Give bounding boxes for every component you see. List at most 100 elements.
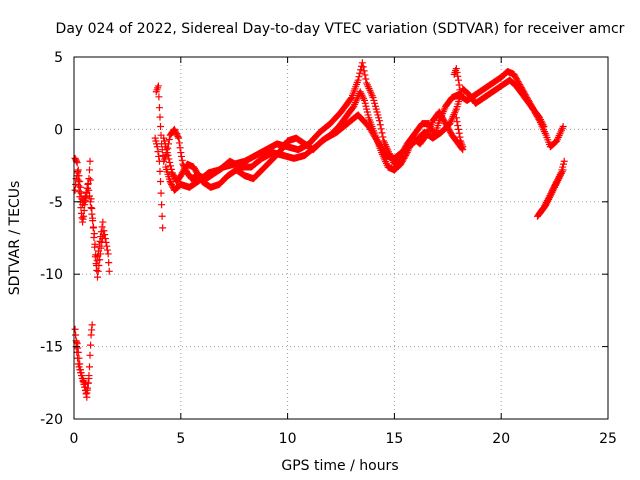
x-tick-label: 15: [385, 431, 403, 447]
data-point: [77, 189, 85, 197]
data-point: [154, 148, 162, 156]
data-point: [452, 65, 460, 73]
data-point: [103, 242, 111, 250]
data-point: [86, 351, 94, 359]
data-point: [85, 186, 93, 194]
data-point: [95, 247, 103, 255]
x-tick-label: 10: [279, 431, 297, 447]
data-point: [454, 76, 462, 84]
data-point: [93, 257, 101, 265]
data-point: [375, 117, 383, 125]
x-tick-label: 0: [70, 431, 79, 447]
data-point: [177, 149, 185, 157]
data-point: [97, 228, 105, 236]
data-point: [455, 81, 463, 89]
y-tick-label: -5: [49, 195, 63, 211]
data-point: [76, 183, 84, 191]
y-tick-label: -10: [40, 267, 63, 283]
y-tick-label: 0: [54, 122, 63, 138]
data-point: [166, 158, 174, 166]
data-point: [94, 252, 102, 260]
data-point: [85, 192, 93, 200]
data-point: [456, 133, 464, 141]
data-point: [559, 123, 567, 131]
data-point: [103, 246, 111, 254]
data-point: [459, 143, 467, 151]
data-point: [174, 133, 182, 141]
data-point: [155, 93, 163, 101]
data-point: [83, 393, 91, 401]
data-point: [105, 267, 113, 275]
data-point: [98, 223, 106, 231]
data-point: [87, 341, 95, 349]
data-point: [153, 143, 161, 151]
grid-lines: [74, 57, 608, 419]
axis-ticks: 0 5 10 15 20 25 -20 -15 -10 -5 0 5: [40, 50, 617, 447]
data-point: [73, 348, 81, 356]
x-tick-label: 5: [176, 431, 185, 447]
x-axis-label: GPS time / hours: [281, 458, 398, 474]
data-point: [560, 157, 568, 165]
data-point: [88, 210, 96, 218]
data-point: [165, 136, 173, 144]
data-point: [453, 118, 461, 126]
data-point: [347, 95, 355, 103]
data-point: [376, 121, 384, 129]
data-point: [457, 91, 465, 99]
data-point: [175, 134, 183, 142]
data-point: [94, 267, 102, 275]
y-tick-label: -20: [40, 412, 63, 428]
data-point: [540, 123, 548, 131]
data-point: [85, 372, 93, 380]
data-point: [93, 273, 101, 281]
data-point: [89, 223, 97, 231]
data-point: [359, 63, 367, 71]
data-point: [454, 72, 462, 80]
data-point: [379, 133, 387, 141]
data-point: [92, 262, 100, 270]
data-point: [456, 86, 464, 94]
data-point: [159, 224, 167, 232]
data-point: [175, 139, 183, 147]
data-point: [89, 217, 97, 225]
data-point: [158, 201, 166, 209]
data-point: [164, 151, 172, 159]
data-point: [362, 75, 370, 83]
data-point: [154, 82, 162, 90]
data-point: [377, 125, 385, 133]
plot-frame: [73, 56, 609, 420]
data-point: [99, 218, 107, 226]
data-point: [85, 166, 93, 174]
data-point: [165, 155, 173, 163]
data-point: [452, 114, 460, 122]
data-point: [88, 321, 96, 329]
data-points: [71, 59, 568, 401]
data-point: [102, 238, 110, 246]
data-point: [86, 157, 94, 165]
data-point: [178, 156, 186, 164]
data-point: [167, 162, 175, 170]
data-point: [157, 123, 165, 131]
data-point: [74, 166, 82, 174]
data-point: [354, 76, 362, 84]
data-point: [86, 198, 94, 206]
data-point: [105, 259, 113, 267]
data-point: [84, 379, 92, 387]
x-tick-label: 25: [599, 431, 617, 447]
data-point: [76, 178, 84, 186]
data-point: [454, 125, 462, 133]
x-tick-label: 20: [492, 431, 510, 447]
data-point: [358, 59, 366, 67]
data-point: [178, 152, 186, 160]
data-point: [91, 240, 99, 248]
data-point: [155, 152, 163, 160]
data-point: [87, 176, 95, 184]
data-point: [96, 237, 104, 245]
data-point: [82, 390, 90, 398]
data-point: [378, 129, 386, 137]
data-point: [156, 113, 164, 121]
data-point: [101, 234, 109, 242]
data-point: [455, 129, 463, 137]
data-point: [356, 69, 364, 77]
